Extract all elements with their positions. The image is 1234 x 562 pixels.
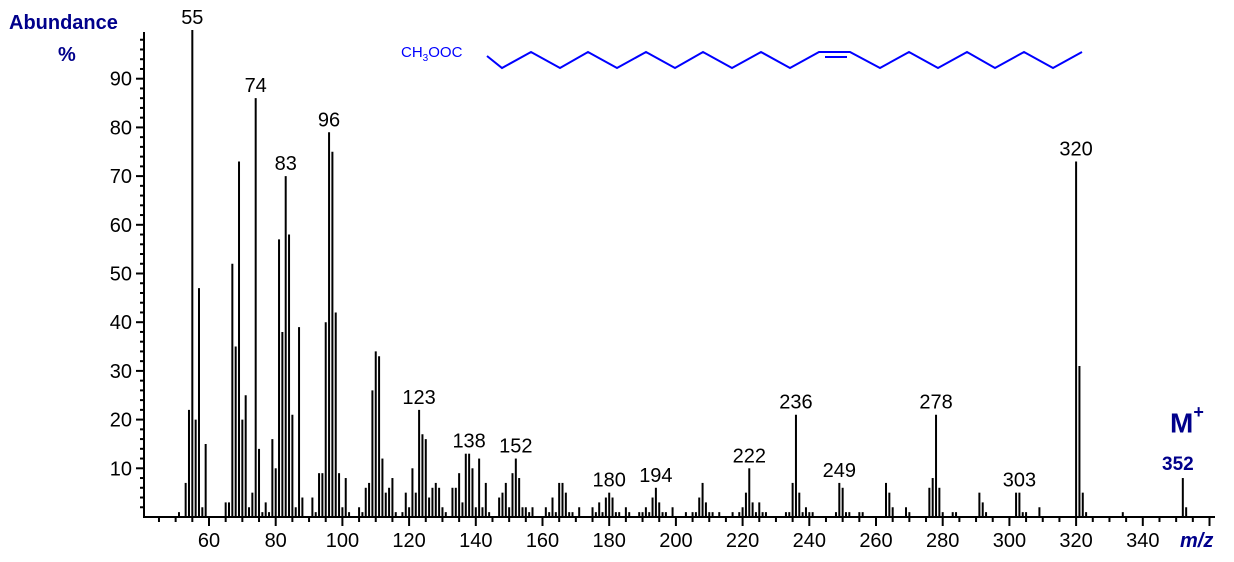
formula-subscript: 3 <box>422 53 429 64</box>
molecular-ion-symbol: M <box>1170 407 1194 439</box>
peak-label: 123 <box>402 387 435 409</box>
x-tick-label: 160 <box>526 530 559 552</box>
molecular-ion-value: 352 <box>1162 454 1194 475</box>
x-tick-label: 300 <box>993 530 1026 552</box>
peak-label: 222 <box>733 445 766 467</box>
structure-chain <box>486 50 1083 70</box>
peak-label: 180 <box>593 470 626 492</box>
x-tick-label: 340 <box>1126 530 1159 552</box>
peak-label: 236 <box>779 392 812 414</box>
x-tick-label: 220 <box>726 530 759 552</box>
y-axis-title: Abundance <box>9 12 118 34</box>
x-tick-label: 320 <box>1059 530 1092 552</box>
peak-label: 320 <box>1059 138 1092 160</box>
y-tick-label: 40 <box>110 312 132 334</box>
molecular-ion-label: M+ <box>1170 402 1204 439</box>
x-tick-label: 180 <box>593 530 626 552</box>
peak-label: 249 <box>823 460 856 482</box>
y-tick-label: 80 <box>110 117 132 139</box>
y-tick-label: 60 <box>110 215 132 237</box>
formula-ch: CH <box>401 44 423 61</box>
x-tick-label: 280 <box>926 530 959 552</box>
x-tick-label: 260 <box>859 530 892 552</box>
molecular-ion-charge: + <box>1193 402 1204 422</box>
x-tick-label: 100 <box>326 530 359 552</box>
y-axis-unit: % <box>58 44 76 66</box>
x-tick-label: 120 <box>392 530 425 552</box>
peak-label: 55 <box>181 7 203 29</box>
x-tick-label: 140 <box>459 530 492 552</box>
y-tick-label: 90 <box>110 69 132 91</box>
x-axis-title: m/z <box>1180 530 1214 552</box>
peak-label: 96 <box>318 109 340 131</box>
peak-label: 278 <box>919 392 952 414</box>
formula-ooc: OOC <box>428 44 463 61</box>
peak-label: 303 <box>1003 470 1036 492</box>
peak-label: 74 <box>245 75 267 97</box>
y-tick-label: 70 <box>110 166 132 188</box>
structure-formula: CH3OOC <box>401 44 462 64</box>
peak-label: 138 <box>452 431 485 453</box>
x-tick-label: 240 <box>793 530 826 552</box>
x-tick-label: 60 <box>198 530 220 552</box>
y-tick-label: 50 <box>110 264 132 286</box>
peak-label: 152 <box>499 436 532 458</box>
y-tick-label: 30 <box>110 361 132 383</box>
peak-label: 83 <box>275 153 297 175</box>
y-tick-label: 10 <box>110 458 132 480</box>
peak-label: 194 <box>639 465 672 487</box>
x-tick-label: 80 <box>265 530 287 552</box>
x-tick-label: 200 <box>659 530 692 552</box>
y-tick-label: 20 <box>110 410 132 432</box>
